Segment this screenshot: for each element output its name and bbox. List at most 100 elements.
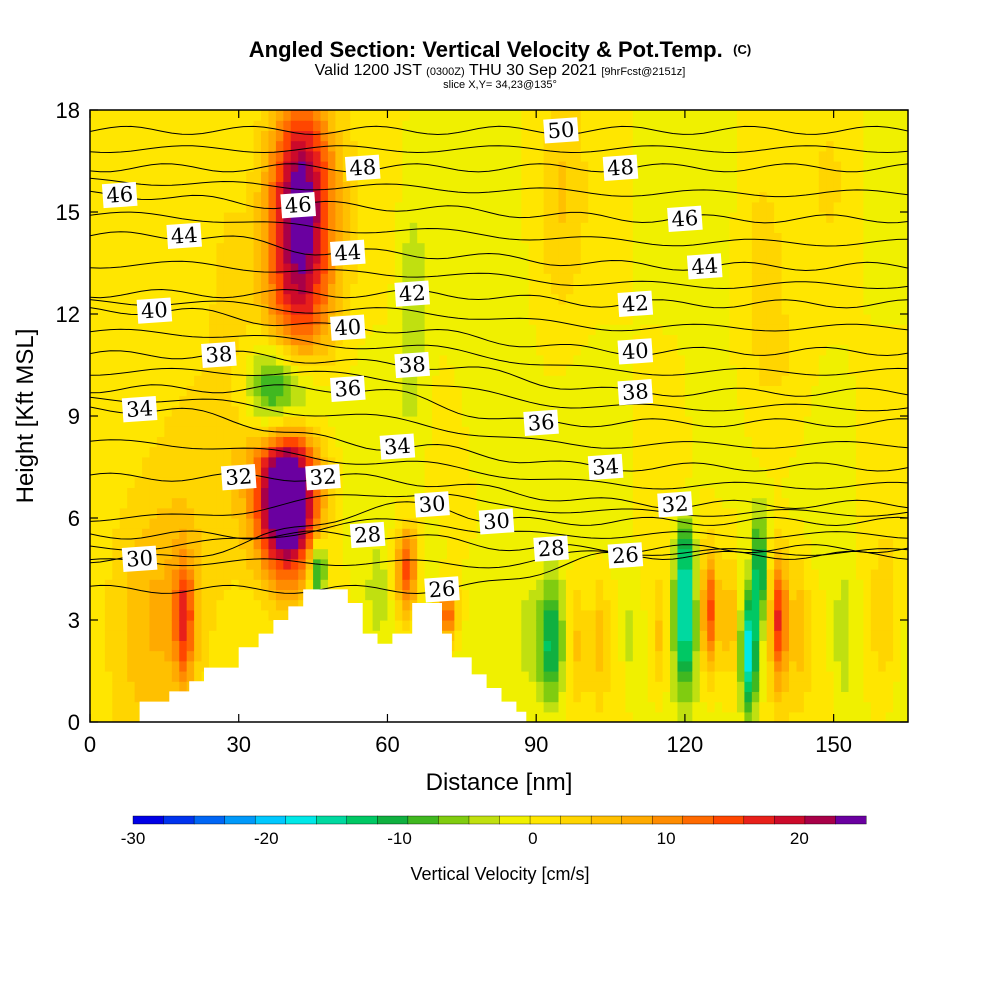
field-cell xyxy=(305,456,314,468)
field-cell xyxy=(417,456,426,468)
field-cell xyxy=(127,467,136,478)
field-cell xyxy=(127,620,136,631)
field-cell xyxy=(127,477,136,488)
field-cell xyxy=(283,303,292,315)
field-cell xyxy=(655,191,664,203)
field-cell xyxy=(104,222,113,233)
field-cell xyxy=(699,416,708,427)
field-cell xyxy=(692,589,701,601)
field-cell xyxy=(677,701,686,713)
field-cell xyxy=(112,120,121,131)
field-cell xyxy=(246,150,255,162)
field-cell xyxy=(580,426,589,437)
field-cell xyxy=(268,140,277,152)
field-cell xyxy=(677,599,686,611)
field-cell xyxy=(231,120,240,131)
field-cell xyxy=(283,507,292,519)
field-cell xyxy=(327,110,336,121)
field-cell xyxy=(603,242,612,254)
field-cell xyxy=(543,456,552,468)
field-cell xyxy=(223,242,232,254)
field-cell xyxy=(283,344,292,356)
field-cell xyxy=(625,232,634,244)
field-cell xyxy=(417,446,426,458)
field-cell xyxy=(156,436,165,448)
field-cell xyxy=(521,222,530,233)
field-cell xyxy=(670,416,679,427)
field-cell xyxy=(580,477,589,488)
field-cell xyxy=(164,650,173,662)
field-cell xyxy=(707,660,716,672)
field-cell xyxy=(134,273,143,284)
field-cell xyxy=(142,171,151,182)
field-cell xyxy=(268,385,277,397)
field-cell xyxy=(692,548,701,560)
field-cell xyxy=(201,497,210,509)
field-cell xyxy=(551,518,560,529)
field-cell xyxy=(625,222,634,233)
field-cell xyxy=(476,242,485,254)
field-cell xyxy=(595,569,604,580)
field-cell xyxy=(149,599,158,611)
field-cell xyxy=(617,140,627,152)
field-cell xyxy=(372,467,381,478)
field-cell xyxy=(335,405,344,417)
field-cell xyxy=(394,181,403,193)
field-cell xyxy=(565,681,574,692)
field-cell xyxy=(610,395,619,407)
field-cell xyxy=(692,354,701,366)
field-cell xyxy=(283,334,292,346)
field-cell xyxy=(662,212,671,223)
field-cell xyxy=(186,191,195,203)
field-cell xyxy=(558,416,567,427)
field-cell xyxy=(112,314,121,325)
field-cell xyxy=(513,426,522,437)
field-cell xyxy=(536,344,545,356)
field-cell xyxy=(290,344,299,356)
field-cell xyxy=(216,609,225,621)
field-cell xyxy=(417,334,426,346)
field-cell xyxy=(112,456,121,468)
field-cell xyxy=(506,293,515,305)
field-cell xyxy=(699,140,708,152)
field-cell xyxy=(246,446,255,458)
field-cell xyxy=(104,150,113,162)
field-cell xyxy=(499,538,508,550)
field-cell xyxy=(216,497,225,509)
field-cell xyxy=(565,324,574,335)
field-cell xyxy=(603,191,612,203)
field-cell xyxy=(179,518,188,529)
field-cell xyxy=(491,201,500,213)
field-cell xyxy=(142,120,151,131)
field-cell xyxy=(454,171,463,182)
field-cell xyxy=(536,212,545,223)
field-cell xyxy=(446,507,455,519)
field-cell xyxy=(461,252,470,264)
field-cell xyxy=(194,354,203,366)
field-cell xyxy=(684,558,693,570)
field-cell xyxy=(513,416,522,427)
field-cell xyxy=(551,477,560,488)
field-cell xyxy=(194,212,203,223)
field-cell xyxy=(142,487,151,499)
field-cell xyxy=(595,242,604,254)
field-cell xyxy=(677,375,686,386)
field-cell xyxy=(543,252,552,264)
field-cell xyxy=(142,630,151,641)
field-cell xyxy=(677,456,686,468)
field-cell xyxy=(506,161,515,172)
field-cell xyxy=(104,242,113,254)
field-cell xyxy=(238,497,247,509)
field-cell xyxy=(156,620,165,631)
field-cell xyxy=(90,242,99,254)
field-cell xyxy=(90,201,99,213)
field-cell xyxy=(424,140,433,152)
field-cell xyxy=(603,446,612,458)
field-cell xyxy=(402,334,411,346)
field-cell xyxy=(491,609,500,621)
field-cell xyxy=(268,456,277,468)
field-cell xyxy=(655,344,664,356)
field-cell xyxy=(164,671,173,682)
field-cell xyxy=(506,650,515,662)
field-cell xyxy=(201,191,210,203)
